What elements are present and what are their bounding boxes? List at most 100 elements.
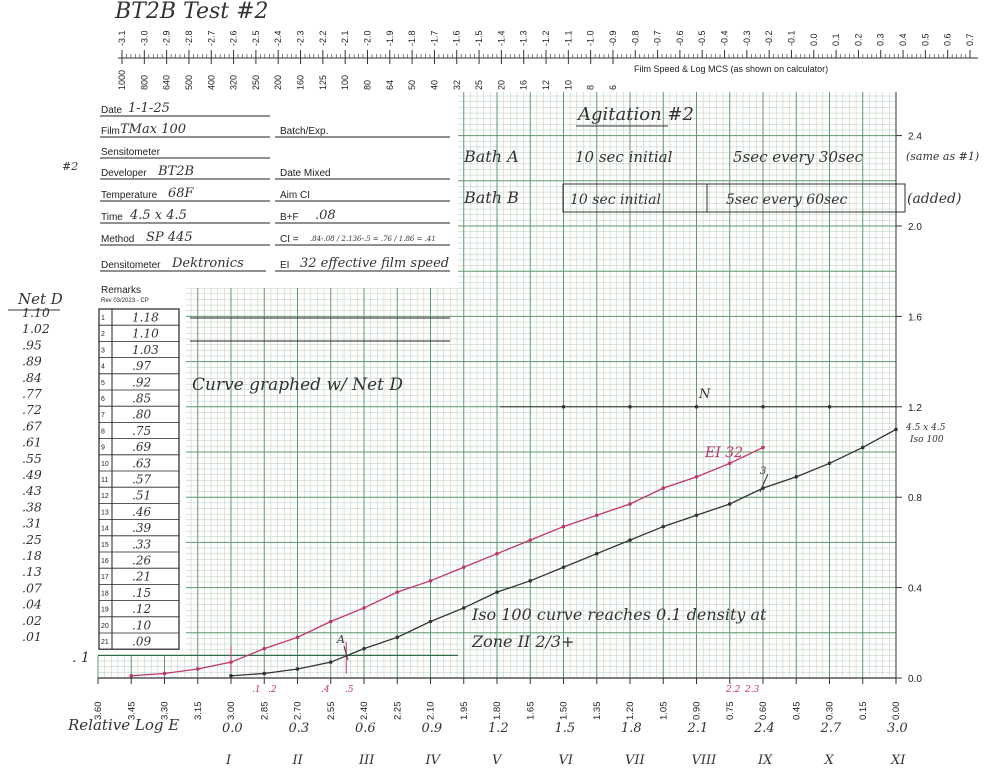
curve-3-label: 3 — [760, 466, 766, 477]
series-point — [461, 606, 466, 610]
series-point — [561, 524, 566, 529]
form-field-label: Temperature — [101, 190, 158, 201]
net-d-value: .77 — [22, 386, 42, 401]
x-tick-label: 2.55 — [326, 702, 337, 721]
point-a-arrow — [343, 645, 349, 661]
net-d-title: Net D — [17, 290, 63, 308]
top-log-tick-label: 0.2 — [853, 33, 863, 46]
top-log-tick-label: -2.3 — [296, 30, 306, 46]
series-point — [162, 671, 167, 676]
series-point — [694, 513, 699, 518]
series-point — [827, 461, 832, 466]
series-point — [428, 579, 433, 583]
x-tick-label: 2.25 — [392, 702, 403, 721]
density-step-number: 5 — [101, 380, 105, 387]
top-log-tick-label: 0.7 — [965, 33, 975, 46]
series-point — [195, 667, 200, 671]
x-tick-label: 1.65 — [525, 702, 536, 721]
density-reading: .85 — [132, 392, 151, 406]
x-handwritten-label: 3.0 — [887, 721, 908, 736]
density-reading: .92 — [132, 375, 151, 389]
agitation-title: Agitation #2 — [576, 104, 694, 125]
top-log-tick-label: -1.9 — [385, 30, 395, 46]
x-handwritten-label: 1.2 — [488, 721, 509, 736]
series-point — [727, 461, 732, 466]
density-step-number: 8 — [101, 428, 105, 435]
net-d-value: .72 — [22, 402, 42, 417]
series-point — [594, 551, 599, 556]
density-step-number: 10 — [101, 461, 109, 468]
form-field-value: Dektronics — [171, 256, 244, 271]
form-right-label: Date Mixed — [280, 168, 331, 179]
top-log-tick-label: -0.6 — [675, 30, 685, 46]
top-log-tick-label: -2.9 — [162, 30, 172, 46]
series-point — [761, 445, 765, 450]
top-log-tick-label: 0.1 — [831, 33, 841, 46]
x-tick-label: 1.50 — [559, 702, 570, 721]
point-a-label: A — [336, 633, 345, 646]
top-speed-tick-label: 640 — [162, 75, 172, 90]
density-reading: .33 — [132, 537, 151, 551]
reference-lines — [98, 405, 896, 674]
series-point — [295, 635, 300, 640]
zone-label: XI — [890, 753, 906, 768]
series-point — [461, 565, 466, 570]
form-right-label: Aim CI — [280, 190, 310, 201]
x-tick-label: 1.95 — [459, 702, 470, 721]
series-point — [860, 445, 865, 450]
top-speed-tick-label: 125 — [318, 75, 328, 90]
density-reading: .46 — [132, 505, 151, 519]
x-handwritten-label: 2.7 — [820, 721, 842, 736]
top-speed-tick-label: 25 — [474, 80, 484, 90]
n-line-point — [694, 405, 699, 409]
net-d-value: .61 — [22, 435, 42, 450]
form-panel — [96, 92, 458, 288]
x-handwritten-label: 0.3 — [289, 721, 310, 736]
n-line-point — [561, 405, 566, 409]
x-tick-label: 0.60 — [758, 702, 769, 721]
top-log-tick-label: -0.9 — [608, 30, 618, 46]
density-step-number: 4 — [101, 364, 105, 371]
density-reading: .75 — [132, 424, 151, 438]
density-reading: 1.10 — [132, 327, 159, 341]
form-field-label: Sensitometer — [101, 147, 161, 158]
series-point — [628, 538, 632, 542]
density-step-number: 6 — [101, 396, 105, 403]
x-handwritten-label: 2.1 — [687, 721, 709, 736]
series-point — [495, 590, 499, 594]
net-d-value: .02 — [22, 613, 42, 628]
density-step-number: 12 — [101, 493, 109, 500]
density-reading: 1.03 — [132, 343, 159, 357]
top-log-tick-label: -2.2 — [318, 30, 328, 46]
x-tick-label: 1.35 — [592, 702, 603, 721]
form-field-label: Time — [101, 212, 123, 223]
density-step-number: 19 — [101, 607, 109, 614]
series-point — [727, 502, 732, 506]
y-tick-label: 2.4 — [908, 132, 922, 143]
pink-tick-label: 2.3 — [744, 685, 760, 695]
top-speed-tick-label: 50 — [407, 80, 417, 90]
x-tick-label: 1.20 — [625, 702, 636, 721]
x-tick-label: 1.80 — [492, 702, 503, 721]
table-panel — [96, 288, 186, 656]
form-field-value: 4.5 x 4.5 — [129, 208, 187, 223]
series-point — [262, 671, 267, 676]
top-log-tick-label: 0.5 — [920, 33, 930, 46]
density-step-number: 14 — [101, 526, 109, 533]
density-reading: .09 — [132, 635, 151, 649]
bath-b-every: 5sec every 60sec — [726, 192, 847, 208]
ei32-label: EI 32 — [704, 445, 743, 461]
top-speed-tick-label: 160 — [296, 75, 306, 90]
net-d-value: 1.02 — [22, 321, 50, 336]
net-d-value: .43 — [22, 483, 42, 498]
data-form: Date 1-1-25 Film TMax 100 Sensitometer Develo… — [100, 101, 450, 272]
form-right-value: .84-.08 / 2.136-.5 = .76 / 1.86 = .41 — [310, 235, 436, 243]
form-field-value: TMax 100 — [120, 122, 186, 137]
top-speed-tick-label: 8 — [586, 85, 596, 90]
density-step-number: 21 — [101, 639, 109, 646]
n-line-point — [827, 405, 832, 409]
pink-tick-label: .2 — [268, 685, 277, 695]
zone-labels: I II III IV V VI VII VIII IX X XI — [225, 753, 906, 768]
series-point — [395, 590, 400, 594]
top-log-tick-label: -1.4 — [496, 30, 506, 46]
